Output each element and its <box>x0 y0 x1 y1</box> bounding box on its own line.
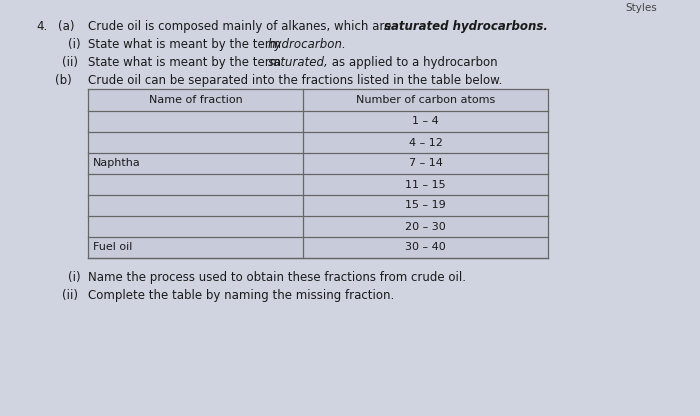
Text: Number of carbon atoms: Number of carbon atoms <box>356 95 495 105</box>
Text: (a): (a) <box>58 20 74 33</box>
Text: hydrocarbon.: hydrocarbon. <box>268 38 346 51</box>
Text: 30 – 40: 30 – 40 <box>405 243 446 253</box>
Text: State what is meant by the term: State what is meant by the term <box>88 56 285 69</box>
Text: 4.: 4. <box>36 20 48 33</box>
Text: 20 – 30: 20 – 30 <box>405 221 446 231</box>
Text: Styles: Styles <box>625 3 657 13</box>
Text: (ii): (ii) <box>62 56 78 69</box>
Text: Naphtha: Naphtha <box>93 158 141 168</box>
Text: saturated hydrocarbons.: saturated hydrocarbons. <box>384 20 548 33</box>
Text: (i): (i) <box>68 271 80 284</box>
Text: Complete the table by naming the missing fraction.: Complete the table by naming the missing… <box>88 289 394 302</box>
Text: Name of fraction: Name of fraction <box>148 95 242 105</box>
Text: 4 – 12: 4 – 12 <box>409 138 442 148</box>
Text: saturated,: saturated, <box>268 56 329 69</box>
Text: Fuel oil: Fuel oil <box>93 243 132 253</box>
Text: (b): (b) <box>55 74 71 87</box>
Text: Crude oil is composed mainly of alkanes, which are: Crude oil is composed mainly of alkanes,… <box>88 20 395 33</box>
Text: 1 – 4: 1 – 4 <box>412 116 439 126</box>
Text: as applied to a hydrocarbon: as applied to a hydrocarbon <box>328 56 498 69</box>
Text: 11 – 15: 11 – 15 <box>405 179 446 190</box>
Text: (ii): (ii) <box>62 289 78 302</box>
Text: 7 – 14: 7 – 14 <box>409 158 442 168</box>
Bar <box>88 89 548 258</box>
Text: Name the process used to obtain these fractions from crude oil.: Name the process used to obtain these fr… <box>88 271 466 284</box>
Text: (i): (i) <box>68 38 80 51</box>
Text: 15 – 19: 15 – 19 <box>405 201 446 210</box>
Text: Crude oil can be separated into the fractions listed in the table below.: Crude oil can be separated into the frac… <box>88 74 503 87</box>
Text: State what is meant by the term: State what is meant by the term <box>88 38 285 51</box>
